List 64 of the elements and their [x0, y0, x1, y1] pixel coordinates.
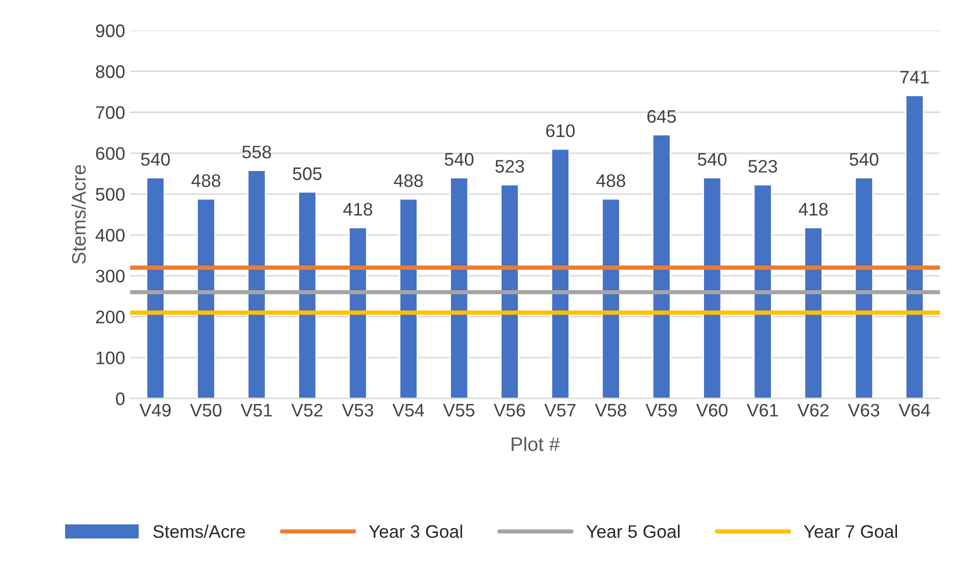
x-tick-label: V58: [594, 404, 626, 417]
legend-label: Year 7 Goal: [804, 524, 897, 538]
y-tick-label: 200: [96, 310, 125, 324]
bar: [298, 191, 317, 398]
bar: [905, 94, 924, 398]
bar: [196, 198, 216, 398]
legend-label: Year 5 Goal: [586, 524, 680, 538]
data-label: 488: [596, 174, 626, 188]
data-label: 418: [343, 202, 372, 216]
y-tick-label: 800: [96, 65, 125, 78]
legend-label: Stems/Acre: [153, 524, 245, 538]
data-label: 523: [495, 160, 524, 173]
bar: [450, 176, 469, 398]
bar: [652, 134, 672, 398]
bar: [247, 170, 266, 398]
x-tick-label: V50: [190, 404, 222, 417]
data-label: 418: [798, 202, 828, 216]
bar: [500, 184, 520, 398]
data-label: 610: [546, 124, 575, 138]
data-label: 488: [394, 174, 423, 188]
y-axis-title: Stems/Acre: [71, 165, 86, 264]
data-label: 558: [242, 146, 271, 158]
x-tick-label: V57: [544, 404, 576, 417]
bar: [702, 176, 722, 398]
bar: [398, 198, 418, 398]
data-label: 540: [850, 152, 878, 166]
y-tick-label: 600: [96, 147, 125, 160]
x-axis-title: Plot #: [512, 436, 560, 452]
data-label: 741: [900, 70, 929, 84]
x-tick-label: V62: [797, 404, 829, 417]
data-label: 540: [141, 152, 170, 166]
legend-label: Year 3 Goal: [368, 524, 462, 538]
y-tick-label: 500: [96, 188, 125, 201]
x-tick-label: V55: [443, 404, 474, 417]
bar: [601, 198, 620, 398]
x-tick-label: V51: [240, 404, 272, 417]
data-label: 540: [444, 152, 474, 166]
bar: [146, 176, 165, 398]
data-label: 645: [647, 110, 676, 123]
y-tick-label: 100: [96, 352, 125, 364]
x-tick-label: V56: [494, 404, 525, 417]
x-tick-label: V63: [848, 404, 880, 417]
x-tick-label: V59: [646, 404, 677, 417]
bar: [854, 176, 874, 398]
data-label: 505: [292, 167, 322, 180]
y-tick-label: 300: [96, 270, 125, 283]
bar: [550, 148, 570, 398]
x-tick-label: V54: [392, 404, 424, 417]
x-tick-label: V53: [342, 404, 374, 417]
y-tick-label: 0: [116, 392, 125, 406]
x-tick-label: V61: [746, 404, 778, 417]
data-label: 523: [748, 160, 778, 173]
data-label: 540: [698, 152, 727, 166]
bar: [753, 184, 772, 398]
x-tick-label: V60: [696, 404, 728, 417]
x-tick-label: V49: [139, 404, 171, 417]
bar: [804, 226, 823, 398]
x-tick-label: V64: [898, 404, 930, 417]
y-tick-label: 400: [96, 228, 125, 242]
y-tick-label: 700: [96, 106, 125, 119]
bar: [348, 226, 368, 398]
y-tick-label: 900: [96, 24, 125, 38]
data-label: 488: [191, 174, 220, 188]
x-tick-label: V52: [291, 404, 322, 417]
